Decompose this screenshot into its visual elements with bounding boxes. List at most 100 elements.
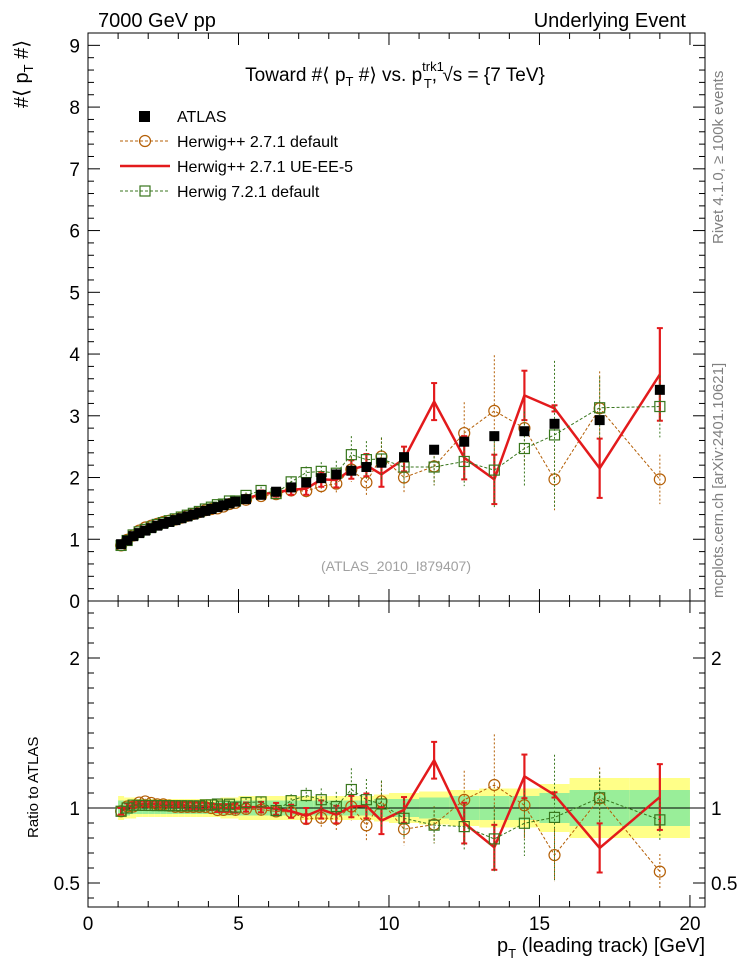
legend: ATLAS Herwig++ 2.7.1 default Herwig++ 2.…: [120, 109, 353, 201]
marker-square: [548, 429, 561, 441]
ratio-y-tick-label: 1: [69, 799, 80, 820]
y-tick-label: 0: [69, 592, 80, 613]
marker-circle: [488, 404, 501, 417]
marker-square: [157, 799, 169, 812]
marker-square: [300, 789, 312, 802]
marker-square: [270, 804, 282, 817]
atlas-data-point: [194, 507, 205, 518]
marker-square: [548, 811, 561, 824]
x-tick-label: 20: [679, 914, 700, 935]
marker-square: [654, 400, 666, 413]
marker-square: [211, 798, 224, 810]
ratio-y-tick-label: 2: [69, 649, 80, 670]
atlas-data-point: [654, 384, 665, 395]
marker-square: [428, 461, 440, 473]
plot-title: Toward #⟨ pT #⟩ vs. ptrk1 T, √s = {7 TeV}: [245, 59, 545, 91]
atlas-data-point: [140, 525, 151, 536]
marker-square: [121, 802, 133, 814]
marker-square: [345, 449, 357, 461]
atlas-data-point: [316, 473, 327, 484]
y-tick-label: 9: [69, 36, 80, 57]
watermark: (ATLAS_2010_I879407): [321, 558, 471, 574]
ratio-plot: [88, 734, 705, 890]
marker-square: [428, 819, 440, 831]
header-right: Underlying Event: [534, 10, 687, 32]
ratio-y-tick-label: 0.5: [54, 874, 80, 895]
y-tick-label: 6: [69, 222, 80, 243]
x-tick-label: 10: [378, 914, 399, 935]
marker-circle: [360, 819, 373, 832]
marker-square: [223, 798, 236, 810]
marker-square: [193, 800, 205, 812]
rivet-label: Rivet 4.1.0, ≥ 100k events: [710, 71, 727, 244]
atlas-data-point: [224, 498, 235, 509]
marker-square: [594, 402, 606, 414]
marker-square: [115, 805, 127, 817]
y-tick-label: 8: [69, 98, 80, 119]
header-left: 7000 GeV pp: [98, 10, 216, 32]
marker-circle: [653, 473, 666, 486]
marker-square: [127, 799, 139, 811]
legend-marker-herwig-default: [138, 134, 152, 148]
atlas-data-point: [200, 505, 211, 516]
atlas-data-point: [152, 520, 163, 531]
marker-square: [360, 794, 373, 806]
atlas-data-point: [170, 515, 181, 526]
ratio-y-tick-label-right: 2: [711, 649, 722, 670]
ratio-y-tick-label-right: 1: [711, 799, 722, 820]
atlas-data-point: [399, 452, 410, 463]
marker-circle: [397, 823, 411, 836]
marker-square: [151, 799, 163, 812]
marker-square: [375, 798, 388, 810]
marker-circle: [360, 476, 373, 489]
atlas-data-point: [182, 511, 193, 522]
atlas-data-point: [176, 513, 187, 524]
marker-square: [181, 800, 193, 812]
marker-square: [217, 800, 230, 812]
x-tick-label: 15: [529, 914, 550, 935]
y-tick-label: 4: [69, 345, 80, 366]
legend-marker-herwig7: [139, 185, 151, 197]
atlas-data-point: [116, 539, 127, 550]
marker-square: [205, 799, 217, 811]
marker-circle: [653, 865, 666, 878]
marker-square: [145, 799, 157, 812]
marker-square: [654, 814, 666, 826]
atlas-data-point: [301, 477, 312, 488]
x-tick-label: 5: [233, 914, 244, 935]
atlas-data-point: [519, 426, 530, 437]
atlas-data-point: [429, 444, 440, 455]
ratio-y-tick-label-right: 0.5: [711, 874, 737, 895]
atlas-data-point: [212, 502, 223, 513]
atlas-data-point: [376, 457, 387, 468]
atlas-data-point: [218, 500, 229, 511]
atlas-data-point: [122, 535, 133, 546]
atlas-data-point: [594, 415, 605, 426]
marker-square: [488, 833, 500, 845]
y-axis-label: #⟨ pT #⟩: [11, 40, 36, 108]
marker-circle: [518, 799, 531, 812]
marker-square: [488, 464, 500, 476]
marker-square: [398, 812, 410, 824]
main-plot: [115, 327, 666, 552]
atlas-data-point: [286, 482, 297, 493]
marker-square: [169, 800, 181, 812]
legend-label-atlas: ATLAS: [177, 109, 227, 126]
marker-square: [285, 795, 297, 807]
atlas-data-point: [271, 486, 282, 497]
atlas-data-point: [164, 516, 175, 527]
ratio-y-axis-label: Ratio to ATLAS: [25, 737, 42, 838]
atlas-data-point: [134, 528, 145, 539]
y-tick-label: 2: [69, 469, 80, 490]
y-tick-label: 1: [69, 530, 80, 551]
marker-square: [139, 799, 151, 811]
atlas-data-point: [459, 436, 470, 447]
ratio-plot-frame: [87, 600, 706, 908]
atlas-data-point: [346, 465, 357, 476]
atlas-data-point: [256, 489, 267, 500]
marker-square: [594, 792, 606, 804]
marker-square: [330, 800, 342, 813]
legend-label-herwig-default: Herwig++ 2.7.1 default: [177, 134, 339, 151]
axes: 0 5 10 15 20 0 1 2 3 4 5 6 7 8 9 0.5 0.5 1 1 2 2: [54, 32, 737, 935]
marker-square: [518, 817, 531, 829]
